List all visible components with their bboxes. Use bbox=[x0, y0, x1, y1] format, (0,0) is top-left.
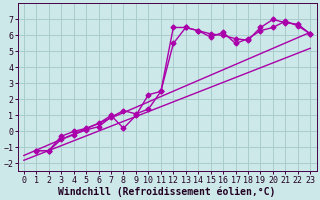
X-axis label: Windchill (Refroidissement éolien,°C): Windchill (Refroidissement éolien,°C) bbox=[58, 186, 276, 197]
